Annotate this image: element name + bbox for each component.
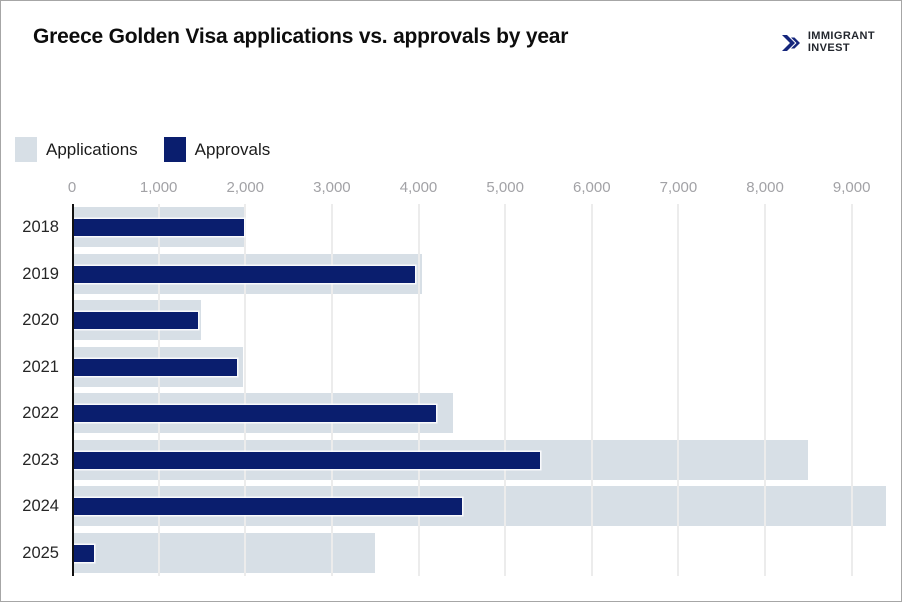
gridline	[330, 204, 333, 576]
applications-bar	[72, 532, 376, 573]
x-tick-label: 9,000	[832, 179, 871, 196]
year-label: 2022	[22, 404, 59, 422]
year-label: 2024	[22, 497, 59, 515]
gridline	[590, 204, 593, 576]
x-tick-label: 2,000	[226, 179, 265, 196]
x-tick-label: 8,000	[746, 179, 784, 196]
approvals-bar	[72, 358, 237, 376]
legend-item-approvals: Approvals	[163, 137, 271, 162]
approvals-bar	[72, 451, 540, 469]
x-tick-label: 6,000	[573, 179, 611, 196]
legend-label-applications: Applications	[46, 139, 138, 159]
x-tick-label: 4,000	[399, 179, 438, 196]
double-chevron-icon	[780, 32, 802, 54]
year-label: 2021	[22, 357, 59, 376]
x-tick-label: 3,000	[313, 179, 351, 196]
bar-row-2022: 2022	[22, 390, 895, 437]
bar-row-2024: 2024	[22, 483, 895, 530]
year-label: 2020	[22, 311, 59, 329]
gridline	[677, 204, 680, 576]
approvals-bar	[72, 405, 436, 422]
x-tick-label: 1,000	[139, 179, 178, 196]
gridline	[764, 204, 767, 576]
approvals-bar	[72, 219, 244, 236]
year-label: 2025	[22, 543, 59, 562]
x-tick-label: 7,000	[659, 179, 698, 196]
x-tick-label: 0	[67, 179, 77, 196]
year-label: 2023	[22, 450, 59, 469]
approvals-bar	[72, 265, 416, 283]
approvals-bar	[72, 498, 462, 515]
bar-row-2020: 2020	[22, 297, 895, 344]
approvals-bar	[72, 312, 198, 329]
y-axis-line	[72, 204, 74, 576]
gridline	[850, 204, 853, 576]
gridline	[504, 204, 507, 576]
bar-row-2018: 2018	[22, 204, 895, 251]
x-tick-label: 5,000	[486, 179, 524, 196]
gridline	[244, 204, 247, 576]
year-label: 2018	[22, 218, 59, 236]
approvals-swatch-icon	[163, 137, 186, 162]
bar-row-2023: 2023	[22, 437, 895, 484]
gridline	[157, 204, 160, 576]
chart-title: Greece Golden Visa applications vs. appr…	[33, 25, 569, 48]
applications-swatch-icon	[15, 137, 37, 162]
brand-logo-line1: IMMIGRANT	[807, 30, 875, 42]
bar-row-2019: 2019	[22, 251, 895, 298]
year-label: 2019	[22, 264, 59, 283]
chart-legend: Applications Approvals	[15, 137, 270, 162]
bar-row-2021: 2021	[22, 344, 895, 391]
legend-label-approvals: Approvals	[194, 139, 271, 159]
plot-area: 2018 2019 2020 2021 2022 2023 2024 2025	[22, 204, 895, 577]
approvals-bar	[72, 544, 94, 562]
gridline	[417, 204, 420, 576]
brand-logo-line2: INVEST	[807, 41, 850, 54]
brand-logo: IMMIGRANT INVEST	[780, 30, 875, 54]
legend-item-applications: Applications	[15, 137, 138, 162]
bar-row-2025: 2025	[22, 530, 895, 577]
x-axis-tick-labels: 0 1,000 2,000 3,000 4,000 5,000 6,000 7,000 8,00…	[68, 179, 895, 199]
brand-logo-text: IMMIGRANT INVEST	[807, 30, 875, 54]
